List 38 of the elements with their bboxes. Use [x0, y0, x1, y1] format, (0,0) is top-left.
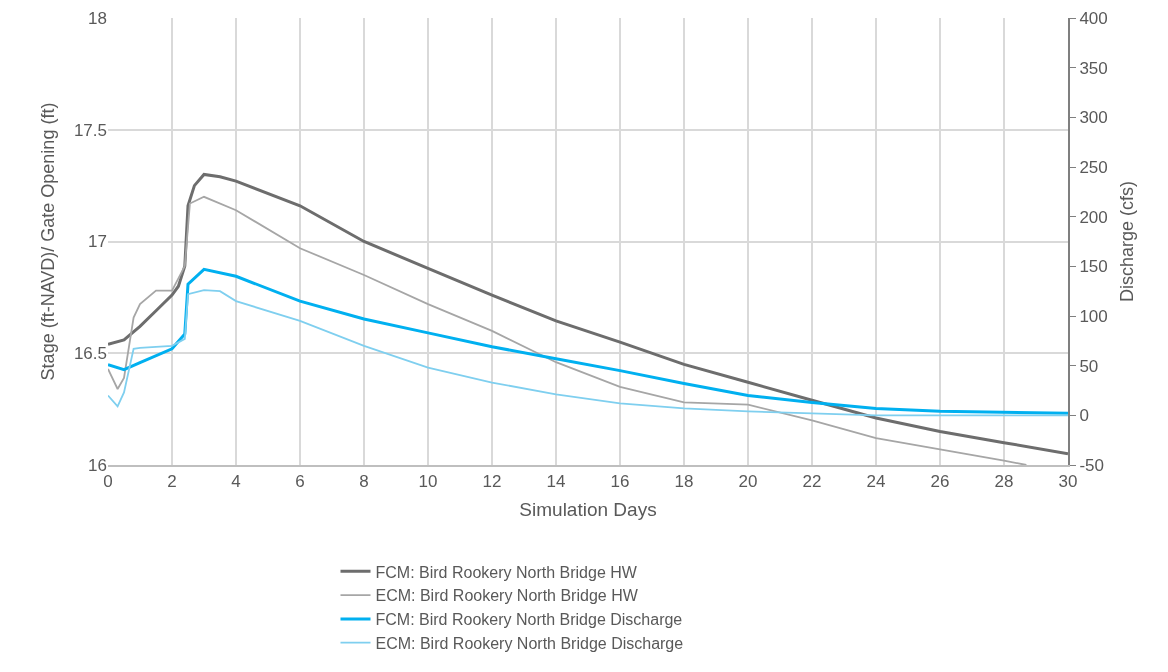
y2-tick-label: 200 — [1079, 207, 1108, 227]
y2-tick-label: 400 — [1079, 8, 1108, 28]
x-tick-label: 20 — [738, 472, 758, 492]
x-tick-label: 8 — [359, 472, 369, 492]
legend-label: ECM: Bird Rookery North Bridge HW — [375, 587, 639, 605]
y2-tick-label: 100 — [1079, 306, 1108, 326]
x-tick-label: 30 — [1058, 472, 1078, 492]
y2-tick-label: -50 — [1079, 455, 1104, 475]
x-tick-label: 28 — [994, 472, 1014, 492]
y2-tick-label: 150 — [1079, 257, 1108, 277]
y-tick-label: 18 — [88, 8, 107, 28]
x-tick-label: 18 — [674, 472, 694, 492]
y-tick-label: 17.5 — [73, 120, 107, 140]
x-tick-label: 4 — [231, 472, 241, 492]
x-tick-label: 6 — [295, 472, 305, 492]
x-tick-label: 24 — [866, 472, 886, 492]
y2-tick-label: 50 — [1079, 356, 1099, 376]
x-tick-label: 22 — [802, 472, 822, 492]
legend-label: FCM: Bird Rookery North Bridge HW — [375, 563, 638, 581]
y2-tick-label: 300 — [1079, 108, 1108, 128]
x-tick-label: 12 — [482, 472, 502, 492]
legend-label: FCM: Bird Rookery North Bridge Discharge — [375, 611, 683, 629]
x-tick-label: 26 — [930, 472, 950, 492]
y2-tick-label: 350 — [1079, 58, 1108, 78]
x-axis-title: Simulation Days — [519, 498, 657, 520]
y-tick-label: 16 — [88, 455, 107, 475]
y-tick-label: 17 — [88, 232, 107, 252]
x-tick-label: 0 — [103, 472, 113, 492]
y2-tick-label: 250 — [1079, 157, 1108, 177]
y2-tick-label: 0 — [1079, 406, 1089, 426]
y2-axis-title: Discharge (cfs) — [1117, 180, 1138, 303]
y-axis-title: Stage (ft-NAVD)/ Gate Opening (ft) — [38, 102, 59, 381]
x-tick-label: 2 — [167, 472, 177, 492]
legend-label: ECM: Bird Rookery North Bridge Discharge — [375, 634, 684, 652]
y-tick-label: 16.5 — [73, 344, 107, 364]
x-tick-label: 16 — [610, 472, 630, 492]
x-tick-label: 10 — [418, 472, 438, 492]
x-tick-label: 14 — [546, 472, 566, 492]
